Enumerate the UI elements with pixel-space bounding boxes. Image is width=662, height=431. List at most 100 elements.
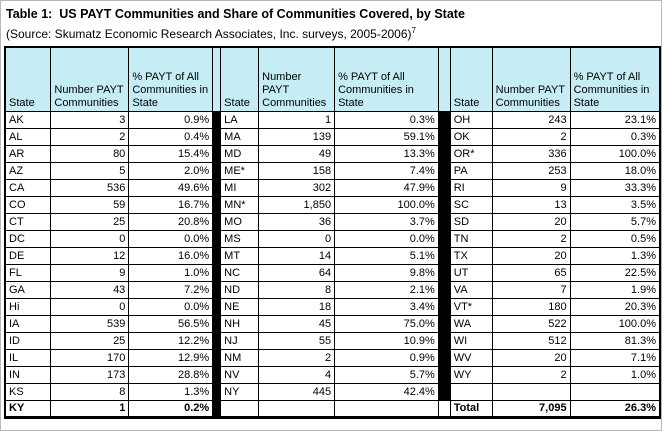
group-separator: [437, 331, 451, 350]
state-cell: AZ: [4, 161, 52, 180]
pct-cell: 0.4%: [128, 127, 214, 146]
pct-cell: 100.0%: [569, 314, 661, 333]
num-cell: 25: [50, 212, 130, 231]
state-cell: MO: [220, 212, 260, 231]
group-separator: [437, 280, 451, 299]
state-header-cell: State: [220, 46, 260, 112]
pct-cell: 49.6%: [128, 178, 214, 197]
state-cell: OK: [449, 127, 493, 146]
group-separator: [212, 297, 222, 316]
num-cell: 2: [491, 127, 571, 146]
state-cell: ME*: [220, 161, 260, 180]
group-separator: [212, 110, 222, 129]
num-cell: 9: [491, 178, 571, 197]
state-header-cell: State: [4, 46, 52, 112]
table-row: IN 173 28.8% NV 4 5.7% WY 2 1.0%: [4, 365, 661, 384]
state-cell: Hi: [4, 297, 52, 316]
num-cell: 36: [258, 212, 336, 231]
group-separator: [437, 348, 451, 367]
state-cell: GA: [4, 280, 52, 299]
pct-cell: 28.8%: [128, 365, 214, 384]
pct-cell: 75.0%: [334, 314, 439, 333]
num-cell: 0: [50, 229, 130, 248]
group-separator: [437, 195, 451, 214]
num-cell: 20: [491, 246, 571, 265]
table-row: ID 25 12.2% NJ 55 10.9% WI 512 81.3%: [4, 331, 661, 350]
table-row: DC 0 0.0% MS 0 0.0% TN 2 0.5%: [4, 229, 661, 248]
state-cell: TX: [449, 246, 493, 265]
table-row: IL 170 12.9% NM 2 0.9% WV 20 7.1%: [4, 348, 661, 367]
pct-header-cell: % PAYT of All Communities in State: [334, 46, 439, 112]
num-cell: 302: [258, 178, 336, 197]
pct-cell: 3.5%: [569, 195, 661, 214]
state-cell: MA: [220, 127, 260, 146]
num-cell: 243: [491, 110, 571, 129]
num-cell: 0: [258, 229, 336, 248]
state-cell: KY: [4, 399, 52, 418]
group-separator: [212, 246, 222, 265]
state-header-cell: State: [449, 46, 493, 112]
group-separator: [212, 331, 222, 350]
group-separator: [437, 365, 451, 384]
group-separator: [437, 212, 451, 231]
group-separator: [437, 246, 451, 265]
group-separator: [437, 263, 451, 282]
state-cell: OH: [449, 110, 493, 129]
pct-cell: 0.2%: [128, 399, 214, 418]
state-cell: IN: [4, 365, 52, 384]
group-separator: [437, 110, 451, 129]
num-cell: 14: [258, 246, 336, 265]
pct-cell: 3.4%: [334, 297, 439, 316]
num-cell: 180: [491, 297, 571, 316]
group-separator: [212, 178, 222, 197]
pct-cell: 59.1%: [334, 127, 439, 146]
num-cell: 253: [491, 161, 571, 180]
state-cell: AR: [4, 144, 52, 163]
pct-cell: [334, 399, 439, 418]
pct-cell: 15.4%: [128, 144, 214, 163]
table-row: GA 43 7.2% ND 8 2.1% VA 7 1.9%: [4, 280, 661, 299]
pct-cell: 0.9%: [334, 348, 439, 367]
pct-cell: 9.8%: [334, 263, 439, 282]
num-header-cell: Number PAYT Communities: [491, 46, 571, 112]
table-row: IA 539 56.5% NH 45 75.0% WA 522 100.0%: [4, 314, 661, 333]
num-cell: 5: [50, 161, 130, 180]
table-row: DE 12 16.0% MT 14 5.1% TX 20 1.3%: [4, 246, 661, 265]
pct-cell: 33.3%: [569, 178, 661, 197]
num-cell: 80: [50, 144, 130, 163]
num-cell: 536: [50, 178, 130, 197]
num-cell: [491, 382, 571, 401]
pct-cell: 5.7%: [569, 212, 661, 231]
num-cell: 2: [491, 229, 571, 248]
state-cell: FL: [4, 263, 52, 282]
group-separator: [212, 229, 222, 248]
pct-cell: 22.5%: [569, 263, 661, 282]
group-separator: [212, 212, 222, 231]
table-row: CA 536 49.6% MI 302 47.9% RI 9 33.3%: [4, 178, 661, 197]
state-cell: MI: [220, 178, 260, 197]
num-cell: 20: [491, 212, 571, 231]
num-cell: 64: [258, 263, 336, 282]
state-cell: IL: [4, 348, 52, 367]
num-cell: 1,850: [258, 195, 336, 214]
state-cell: NY: [220, 382, 260, 401]
num-cell: 139: [258, 127, 336, 146]
num-cell: 1: [258, 110, 336, 129]
state-cell: DE: [4, 246, 52, 265]
num-cell: 43: [50, 280, 130, 299]
state-cell: ND: [220, 280, 260, 299]
table-row: CO 59 16.7% MN* 1,850 100.0% SC 13 3.5%: [4, 195, 661, 214]
state-cell: MD: [220, 144, 260, 163]
num-cell: 13: [491, 195, 571, 214]
pct-cell: 42.4%: [334, 382, 439, 401]
state-cell: PA: [449, 161, 493, 180]
state-cell: CO: [4, 195, 52, 214]
num-cell: 173: [50, 365, 130, 384]
num-cell: 1: [50, 399, 130, 418]
pct-cell: 1.9%: [569, 280, 661, 299]
pct-cell: 10.9%: [334, 331, 439, 350]
group-separator: [437, 161, 451, 180]
pct-cell: 0.3%: [334, 110, 439, 129]
num-cell: 65: [491, 263, 571, 282]
state-cell: SD: [449, 212, 493, 231]
